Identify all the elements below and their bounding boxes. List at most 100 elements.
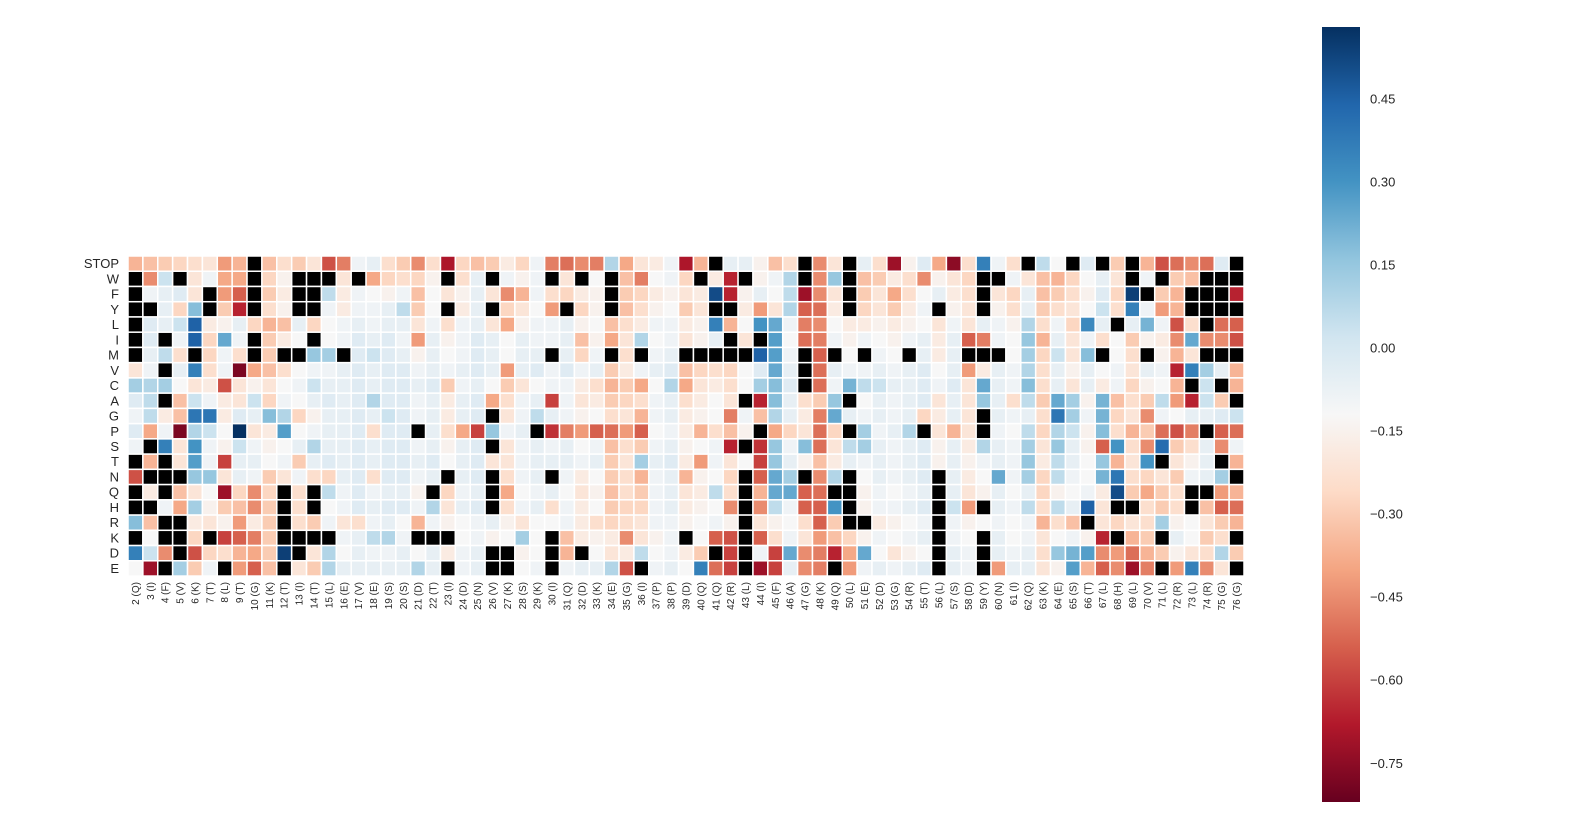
heatmap-cell xyxy=(335,270,352,288)
heatmap-cell xyxy=(767,270,784,288)
heatmap-cell xyxy=(633,361,650,379)
column-tick-label: 72 (R) xyxy=(1173,582,1184,610)
heatmap-cell xyxy=(469,377,486,394)
heatmap-cell xyxy=(960,255,977,272)
heatmap-cell xyxy=(365,316,382,333)
column-tick-label: 4 (F) xyxy=(161,582,172,603)
heatmap-cell xyxy=(350,285,367,303)
heatmap-cell xyxy=(484,468,501,486)
heatmap-cell xyxy=(484,255,501,272)
column-tick-label: 58 (D) xyxy=(964,582,975,610)
heatmap-cell xyxy=(930,560,948,577)
heatmap-cell xyxy=(618,514,635,532)
heatmap-cell xyxy=(662,285,680,303)
heatmap-cell xyxy=(781,285,799,303)
heatmap-cell xyxy=(692,544,710,562)
heatmap-cell xyxy=(558,300,576,318)
heatmap-cell xyxy=(901,438,918,455)
heatmap-cell xyxy=(1005,468,1022,486)
heatmap-cell xyxy=(246,499,263,516)
heatmap-cell xyxy=(811,285,829,303)
heatmap-cell xyxy=(127,361,144,379)
heatmap-cell xyxy=(945,438,963,455)
heatmap-cell xyxy=(1094,392,1111,410)
heatmap-cell xyxy=(380,529,397,547)
heatmap-cell xyxy=(142,361,159,379)
heatmap-cell xyxy=(662,422,680,440)
heatmap-cell xyxy=(677,270,695,288)
heatmap-cell xyxy=(707,422,724,440)
heatmap-cell xyxy=(469,544,486,562)
heatmap-cell xyxy=(157,346,174,364)
column-tick-label: 24 (D) xyxy=(458,582,469,610)
heatmap-cell xyxy=(1020,438,1037,455)
heatmap-cell xyxy=(692,361,710,379)
heatmap-cell xyxy=(722,483,739,501)
heatmap-cell xyxy=(633,331,650,349)
column-tick-label: 34 (E) xyxy=(607,582,618,609)
heatmap-cell xyxy=(990,377,1007,394)
heatmap-cell xyxy=(648,346,665,364)
heatmap-cell xyxy=(677,468,695,486)
heatmap-cell xyxy=(290,514,308,532)
heatmap-cell xyxy=(543,544,561,562)
heatmap-cell xyxy=(752,300,769,318)
heatmap-cell xyxy=(157,544,174,562)
heatmap-cell xyxy=(1094,377,1111,394)
heatmap-cell xyxy=(648,422,665,440)
heatmap-cell xyxy=(514,499,531,516)
heatmap-cell xyxy=(454,300,471,318)
heatmap-cell xyxy=(1213,285,1230,303)
heatmap-cell xyxy=(781,438,799,455)
heatmap-cell xyxy=(1183,361,1201,379)
heatmap-cell xyxy=(365,422,382,440)
heatmap-cell xyxy=(960,316,977,333)
heatmap-cell xyxy=(737,529,754,547)
heatmap-cell xyxy=(796,255,814,272)
heatmap-cell xyxy=(350,407,367,425)
heatmap-cell xyxy=(781,483,799,501)
heatmap-cell xyxy=(752,255,769,272)
column-tick-label: 66 (T) xyxy=(1083,582,1094,609)
heatmap-cell xyxy=(142,285,159,303)
heatmap-cell xyxy=(454,377,471,394)
heatmap-cell xyxy=(142,300,159,318)
heatmap-cell xyxy=(469,560,486,577)
heatmap-cell xyxy=(692,255,710,272)
heatmap-cell xyxy=(796,377,814,394)
heatmap-cell xyxy=(499,270,516,288)
heatmap-cell xyxy=(365,392,382,410)
heatmap-cell xyxy=(811,499,829,516)
heatmap-cell xyxy=(409,529,427,547)
heatmap-cell xyxy=(201,392,219,410)
heatmap-cell xyxy=(1020,377,1037,394)
heatmap-cell xyxy=(737,300,754,318)
heatmap-cell xyxy=(454,560,471,577)
heatmap-cell xyxy=(826,514,843,532)
heatmap-cell xyxy=(618,407,635,425)
heatmap-cell xyxy=(990,255,1007,272)
heatmap-cell xyxy=(1020,361,1037,379)
heatmap-cell xyxy=(484,316,501,333)
heatmap-cell xyxy=(1198,331,1215,349)
heatmap-cell xyxy=(529,300,546,318)
heatmap-cell xyxy=(335,499,352,516)
heatmap-cell xyxy=(841,270,858,288)
heatmap-cell xyxy=(1198,514,1215,532)
heatmap-cell xyxy=(558,255,576,272)
heatmap-cell xyxy=(662,560,680,577)
heatmap-cell xyxy=(276,285,293,303)
heatmap-cell xyxy=(573,316,591,333)
heatmap-cell xyxy=(618,453,635,471)
column-tick-label: 50 (L) xyxy=(845,582,856,608)
heatmap-cell xyxy=(201,544,219,562)
heatmap-cell xyxy=(424,499,442,516)
column-tick-label: 8 (L) xyxy=(220,582,231,603)
column-tick-label: 74 (R) xyxy=(1202,582,1213,610)
heatmap-cell xyxy=(290,300,308,318)
heatmap-cell xyxy=(499,560,516,577)
heatmap-cell xyxy=(886,392,903,410)
heatmap-cell xyxy=(409,361,427,379)
heatmap-cell xyxy=(231,331,248,349)
heatmap-cell xyxy=(856,514,873,532)
